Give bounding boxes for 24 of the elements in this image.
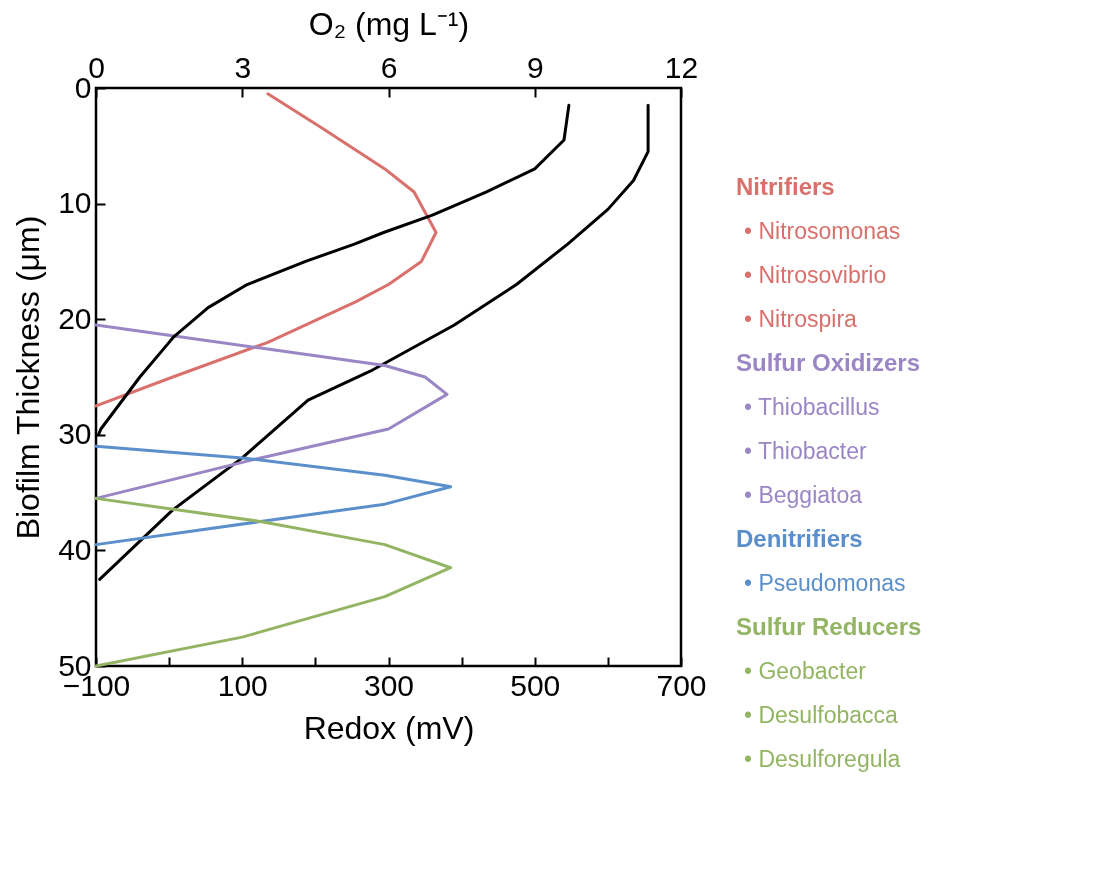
y-tick-label: 10 bbox=[58, 186, 92, 220]
text: Sulfur Oxidizers • Thiobacillus • Thiobacter • Beggiatoa bbox=[736, 348, 922, 510]
x2-tick-label: 3 bbox=[234, 50, 252, 84]
x2-tick-label: 9 bbox=[526, 50, 544, 84]
x2-tick-label: 12 bbox=[664, 50, 699, 84]
x-tick-label: 100 bbox=[217, 668, 268, 702]
y-tick-label: 20 bbox=[58, 301, 92, 335]
x-tick-label: 700 bbox=[656, 668, 707, 702]
x2-tick-label: 6 bbox=[380, 50, 398, 84]
y-tick-label: 40 bbox=[58, 532, 92, 566]
y-tick-label: 30 bbox=[58, 417, 92, 451]
text: Denitrifiers • Pseudomonas bbox=[736, 524, 907, 598]
line-series bbox=[94, 323, 449, 500]
line-series bbox=[94, 496, 453, 668]
y-axis-title: Biofilm Thickness (μm) bbox=[10, 215, 47, 540]
line-series bbox=[98, 103, 650, 581]
x-tick-label: 300 bbox=[363, 668, 415, 702]
x2-axis-title: O₂ (mg L⁻¹) bbox=[308, 5, 470, 42]
line-series bbox=[94, 92, 438, 408]
text: Nitrifiers • Nitrosomonas • Nitrosovibrio • Nitrospira bbox=[736, 172, 902, 334]
x-axis-title: Redox (mV) bbox=[303, 709, 475, 746]
text: Sulfur Reducers • Geobacter • Desulfobacca • Desulforegula bbox=[736, 612, 922, 774]
line-series bbox=[94, 444, 453, 547]
x-tick-label: 500 bbox=[510, 668, 561, 702]
